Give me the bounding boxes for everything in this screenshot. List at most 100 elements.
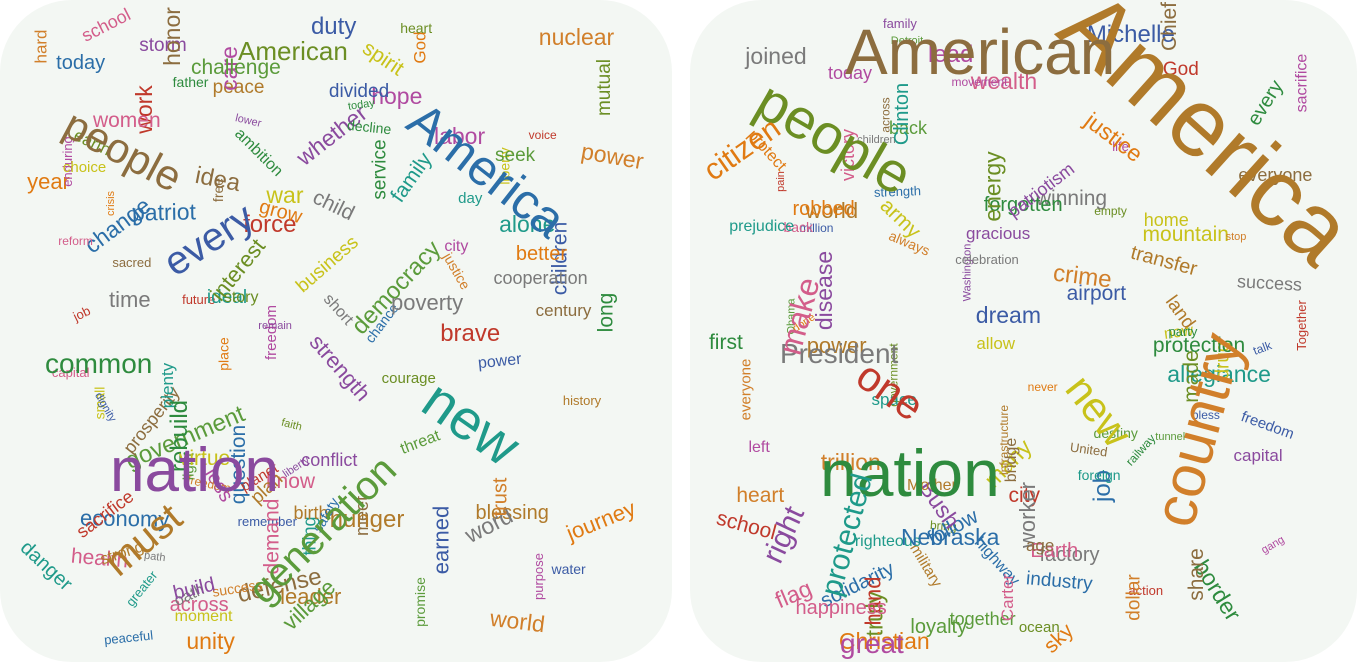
cloud-word: place: [215, 337, 232, 372]
cloud-word: trust: [489, 477, 512, 517]
cloud-word: back: [888, 118, 928, 139]
cloud-word: happiness: [795, 597, 887, 620]
cloud-word: energy: [980, 151, 1007, 222]
cloud-word: bless: [1191, 408, 1220, 423]
cloud-word: Together: [1293, 299, 1309, 351]
word-cloud-left: nation new generation America every must peopl…: [0, 0, 672, 662]
cloud-word: earned: [428, 505, 454, 575]
cloud-word: peace: [212, 76, 265, 98]
cloud-word: age: [1025, 535, 1055, 555]
cloud-word: empty: [1094, 204, 1127, 219]
cloud-word: dream: [975, 301, 1041, 328]
cloud-word: democracy: [346, 235, 447, 341]
cloud-word: justice: [440, 249, 475, 293]
cloud-word: tunnel: [1155, 430, 1186, 443]
cloud-word: sacrifice: [1293, 53, 1311, 113]
cloud-word: voice: [528, 128, 557, 143]
cloud-word: know: [266, 469, 316, 493]
cloud-word: transfer: [1128, 241, 1200, 281]
cloud-word: freedom: [262, 305, 280, 361]
cloud-word: movement: [951, 74, 1008, 89]
cloud-word: Christian: [838, 627, 930, 654]
cloud-word: ocean: [1018, 618, 1060, 636]
cloud-word: cooperation: [493, 267, 588, 288]
cloud-word: robbed: [792, 198, 855, 221]
cloud-word: force: [243, 211, 297, 239]
cloud-word: crime: [1052, 259, 1114, 294]
cloud-word: honor: [159, 6, 186, 66]
cloud-word: million: [799, 220, 834, 235]
cloud-word: promise: [411, 577, 428, 628]
cloud-word: capital: [51, 364, 90, 380]
cloud-word: foreign: [1077, 467, 1121, 484]
cloud-word: unity: [186, 627, 235, 654]
cloud-word: child: [308, 186, 358, 226]
cloud-word: gracious: [965, 223, 1031, 243]
cloud-word: nation: [110, 436, 279, 505]
cloud-word: power: [476, 350, 523, 373]
cloud-word: forgotten: [983, 193, 1063, 216]
cloud-word: birth: [293, 503, 329, 524]
cloud-word: allegiance: [1167, 361, 1271, 388]
cloud-word: blessing: [475, 502, 549, 525]
cloud-word: loyalty: [910, 616, 968, 638]
cloud-word: winning: [1035, 187, 1108, 211]
cloud-word: Earth: [1030, 539, 1079, 562]
cloud-word: factory: [1039, 543, 1100, 566]
cloud-word: sacred: [112, 255, 152, 271]
cloud-word: Detroit: [890, 34, 924, 47]
cloud-word: faith: [280, 416, 304, 434]
cloud-word: party: [1168, 324, 1198, 340]
cloud-word: common: [45, 348, 153, 379]
cloud-word: today: [828, 63, 873, 84]
cloud-word: moment: [174, 608, 233, 626]
cloud-word: brave: [440, 320, 501, 348]
cloud-word: American: [845, 16, 1116, 88]
cloud-word: century: [535, 301, 592, 321]
cloud-word: leader: [280, 584, 342, 610]
cloud-word: share: [1184, 548, 1208, 601]
cloud-word: remember: [237, 513, 297, 529]
cloud-word: trillion: [820, 448, 881, 475]
cloud-word: everyone: [737, 358, 755, 421]
cloud-word: power: [579, 138, 646, 175]
cloud-word: destiny: [1093, 424, 1138, 441]
cloud-word: together: [949, 608, 1016, 629]
cloud-word: divided: [328, 81, 390, 103]
cloud-word: American: [238, 36, 348, 66]
cloud-word: stop: [1225, 230, 1247, 243]
cloud-word: story: [223, 288, 259, 306]
cloud-word: hard: [31, 29, 51, 64]
cloud-word: job: [70, 303, 93, 325]
cloud-word: city: [444, 237, 469, 255]
cloud-word: left: [748, 439, 770, 457]
cloud-word: heart: [736, 484, 785, 508]
cloud-word: history: [562, 392, 602, 408]
cloud-word: labor: [433, 122, 486, 149]
cloud-word: poverty: [391, 290, 464, 316]
cloud-word: school: [78, 4, 135, 47]
cloud-word: remain: [258, 320, 292, 333]
word-cloud-right: America American nation people country new gre…: [690, 0, 1357, 662]
cloud-word: bridge: [1002, 437, 1020, 483]
cloud-word: everyone: [1238, 165, 1313, 186]
cloud-word: prejudice: [729, 217, 795, 235]
cloud-word: airport: [1066, 281, 1127, 305]
cloud-word: city: [1008, 483, 1040, 507]
cloud-word: righteous: [854, 532, 921, 550]
cloud-word: world: [805, 197, 859, 223]
cloud-word: choice: [62, 159, 107, 177]
cloud-word: talk: [1250, 338, 1274, 358]
cloud-word: service: [369, 139, 391, 200]
cloud-word: better: [515, 243, 567, 266]
cloud-word: day: [458, 189, 483, 207]
cloud-word: conflict: [301, 450, 358, 471]
cloud-word: nation: [820, 436, 1000, 510]
cloud-word: Michelle: [1086, 21, 1175, 49]
cloud-word: today: [56, 52, 106, 75]
cloud-word: danger: [16, 536, 77, 595]
cloud-word: allow: [976, 334, 1016, 354]
cloud-word: President: [780, 338, 899, 369]
cloud-word: God: [1162, 59, 1199, 81]
cloud-word: space: [871, 390, 917, 410]
